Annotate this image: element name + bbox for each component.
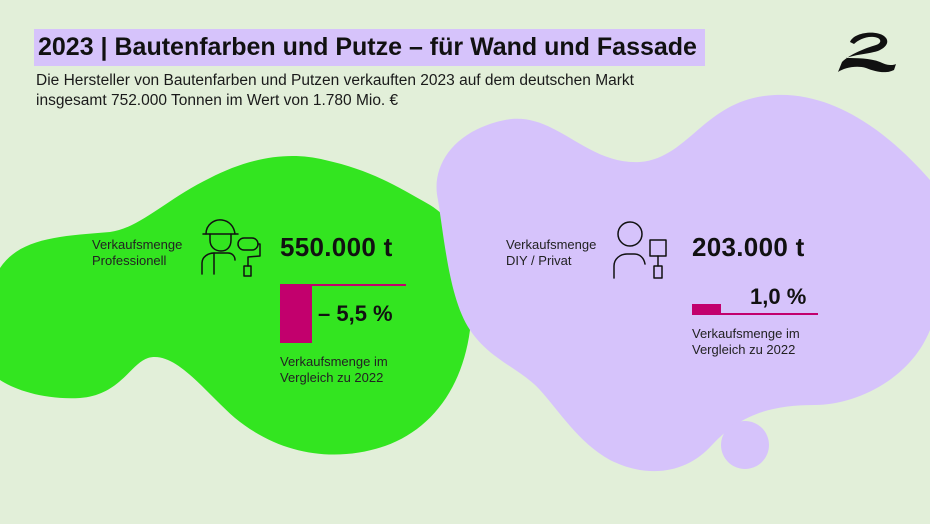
- diy-label-line-1: Verkaufsmenge: [506, 237, 597, 252]
- brand-logo-icon: [838, 32, 896, 73]
- green-blob: [0, 156, 473, 455]
- intro-line-2: insgesamt 752.000 Tonnen im Wert von 1.7…: [36, 92, 399, 109]
- professional-compare-label: Verkaufsmenge im Vergleich zu 2022: [280, 354, 388, 386]
- small-purple-dot: [721, 421, 769, 469]
- diy-amount: 203.000 t: [692, 232, 805, 262]
- diy-compare-line-2: Vergleich zu 2022: [692, 342, 796, 357]
- diy-baseline: [692, 313, 818, 315]
- diy-person-icon: [613, 221, 667, 279]
- professional-change-bar: [280, 285, 312, 343]
- professional-change: – 5,5 %: [318, 301, 393, 326]
- diy-change-bar: [692, 304, 721, 314]
- purple-blob: [436, 94, 930, 472]
- professional-amount: 550.000 t: [280, 232, 393, 262]
- professional-label: Verkaufsmenge Professionell: [92, 237, 182, 269]
- professional-baseline: [280, 284, 406, 286]
- painter-icon: [201, 219, 261, 277]
- diy-compare-line-1: Verkaufsmenge im: [692, 326, 800, 341]
- professional-label-line-1: Verkaufsmenge: [92, 237, 183, 252]
- professional-label-line-2: Professionell: [92, 253, 167, 268]
- intro-text: Die Hersteller von Bautenfarben und Putz…: [36, 71, 736, 111]
- intro-line-1: Die Hersteller von Bautenfarben und Putz…: [36, 72, 634, 89]
- professional-compare-line-1: Verkaufsmenge im: [280, 354, 388, 369]
- diy-label: Verkaufsmenge DIY / Privat: [506, 237, 596, 269]
- professional-compare-line-2: Vergleich zu 2022: [280, 370, 384, 385]
- diy-change: 1,0 %: [750, 284, 807, 309]
- diy-label-line-2: DIY / Privat: [506, 253, 572, 268]
- diy-compare-label: Verkaufsmenge im Vergleich zu 2022: [692, 326, 800, 358]
- page-title: 2023 | Bautenfarben und Putze – für Wand…: [34, 29, 705, 66]
